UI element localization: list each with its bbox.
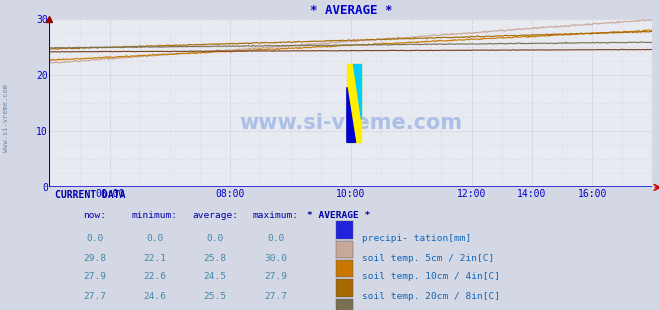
Text: 30.0: 30.0 (264, 254, 287, 263)
Bar (336, 299, 353, 310)
Text: 25.8: 25.8 (204, 254, 227, 263)
Text: precipi- tation[mm]: precipi- tation[mm] (362, 234, 471, 243)
Text: 0.0: 0.0 (207, 234, 224, 243)
Bar (347, 64, 361, 142)
Text: www.si-vreme.com: www.si-vreme.com (3, 84, 9, 152)
Text: 0.0: 0.0 (146, 234, 163, 243)
Text: soil temp. 10cm / 4in[C]: soil temp. 10cm / 4in[C] (362, 272, 500, 281)
Text: 27.7: 27.7 (83, 292, 106, 301)
Text: 29.8: 29.8 (83, 254, 106, 263)
Text: 27.9: 27.9 (83, 272, 106, 281)
Polygon shape (347, 87, 356, 142)
Text: maximum:: maximum: (252, 211, 299, 220)
Title: * AVERAGE *: * AVERAGE * (310, 4, 392, 17)
Text: now:: now: (83, 211, 106, 220)
Text: 0.0: 0.0 (267, 234, 284, 243)
Text: 22.6: 22.6 (144, 272, 167, 281)
Text: minimum:: minimum: (132, 211, 178, 220)
Text: soil temp. 20cm / 8in[C]: soil temp. 20cm / 8in[C] (362, 292, 500, 301)
Text: 25.5: 25.5 (204, 292, 227, 301)
Text: 0.0: 0.0 (86, 234, 103, 243)
Text: 27.7: 27.7 (264, 292, 287, 301)
Bar (336, 259, 353, 277)
Text: * AVERAGE *: * AVERAGE * (307, 211, 370, 220)
Polygon shape (353, 64, 361, 119)
Text: soil temp. 5cm / 2in[C]: soil temp. 5cm / 2in[C] (362, 254, 494, 263)
Text: CURRENT DATA: CURRENT DATA (55, 190, 126, 200)
Text: 24.6: 24.6 (144, 292, 167, 301)
Bar (336, 279, 353, 297)
Text: www.si-vreme.com: www.si-vreme.com (239, 113, 463, 133)
Bar (336, 221, 353, 239)
Text: 22.1: 22.1 (144, 254, 167, 263)
Bar (336, 241, 353, 259)
Text: 24.5: 24.5 (204, 272, 227, 281)
Text: 27.9: 27.9 (264, 272, 287, 281)
Text: average:: average: (192, 211, 239, 220)
